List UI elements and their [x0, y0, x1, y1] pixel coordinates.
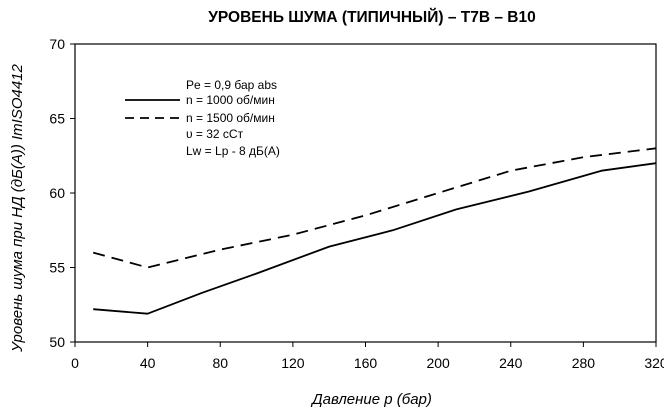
legend-line-viscosity: υ = 32 сСт	[186, 127, 244, 141]
x-tick-label: 320	[644, 355, 664, 371]
x-axis-ticks: 0 40 80 120 160 200 240 280 320	[71, 342, 664, 371]
legend-line-pe: Pe = 0,9 бар abs	[186, 78, 277, 92]
x-tick-label: 240	[499, 355, 523, 371]
x-tick-label: 80	[212, 355, 228, 371]
y-tick-label: 70	[49, 36, 65, 52]
x-tick-label: 160	[354, 355, 378, 371]
legend-line-lw: Lw = Lp - 8 дБ(A)	[186, 144, 280, 158]
x-axis-label: Давление p (бар)	[310, 391, 432, 408]
legend-line-1500: n = 1500 об/мин	[186, 111, 275, 125]
y-tick-label: 55	[49, 260, 65, 276]
x-tick-label: 0	[71, 355, 79, 371]
legend: Pe = 0,9 бар abs n = 1000 об/мин n = 150…	[125, 78, 280, 158]
y-tick-label: 50	[49, 334, 65, 350]
series-layer	[92, 147, 657, 315]
y-tick-label: 60	[49, 185, 65, 201]
y-tick-label: 65	[49, 111, 65, 127]
series-line-1500-rpm	[92, 147, 657, 269]
x-tick-label: 280	[572, 355, 596, 371]
x-tick-label: 200	[426, 355, 450, 371]
x-tick-label: 120	[281, 355, 305, 371]
plot-frame	[74, 43, 657, 343]
chart-title: УРОВЕНЬ ШУМА (ТИПИЧНЫЙ) – T7B – B10	[208, 8, 535, 26]
x-tick-label: 40	[140, 355, 156, 371]
legend-line-1000: n = 1000 об/мин	[186, 93, 275, 107]
series-line-1000-rpm	[93, 162, 657, 315]
y-axis-ticks: 50 55 60 65 70	[49, 36, 75, 350]
y-axis-label: Уровень шума при НД (дБ(A)) ImISO4412	[9, 63, 26, 352]
